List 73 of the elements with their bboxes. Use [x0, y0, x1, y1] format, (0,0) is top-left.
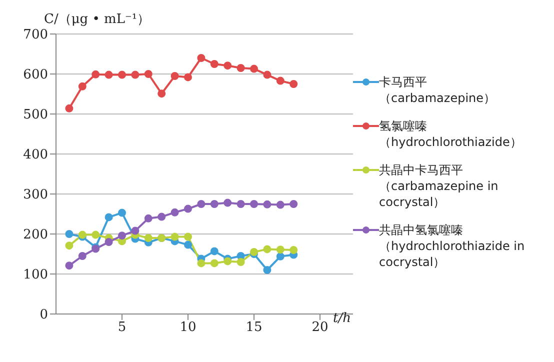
- point: [144, 234, 152, 242]
- point: [236, 200, 245, 208]
- point: [276, 246, 284, 254]
- x-tick-label: 5: [118, 320, 126, 336]
- point: [170, 208, 179, 216]
- point: [104, 213, 113, 222]
- y-tick-label: 300: [23, 188, 48, 203]
- point: [158, 212, 166, 221]
- legend-label: 共晶中氢氯噻嗪（hydrochlorothiazide in cocrystal）: [379, 222, 526, 270]
- x-tick-label: 10: [180, 320, 196, 336]
- x-tick-label: 20: [312, 320, 328, 336]
- legend-label: 氢氯噻嗪（hydrochlorothiazide）: [379, 118, 523, 150]
- point: [158, 90, 166, 98]
- point: [144, 214, 152, 222]
- y-tick-label: 700: [23, 28, 48, 43]
- point: [290, 80, 298, 88]
- x-axis-title: t/h: [333, 311, 351, 326]
- point: [276, 200, 284, 209]
- point: [290, 200, 298, 208]
- point: [197, 259, 206, 268]
- point: [210, 200, 218, 208]
- y-tick-label: 200: [23, 228, 48, 243]
- point: [118, 232, 126, 240]
- point: [104, 70, 113, 79]
- point: [224, 257, 232, 266]
- point: [210, 60, 218, 68]
- point: [78, 252, 86, 260]
- point: [263, 200, 272, 208]
- point: [276, 76, 284, 85]
- point: [224, 198, 232, 207]
- point: [236, 258, 245, 266]
- point: [236, 64, 245, 72]
- point: [197, 54, 206, 62]
- point: [184, 204, 192, 213]
- point: [290, 246, 298, 254]
- point: [250, 64, 258, 73]
- point: [118, 208, 126, 217]
- y-tick-label: 0: [40, 308, 48, 323]
- legend-label: 共晶中卡马西平（carbamazepine in cocrystal）: [379, 162, 500, 210]
- point: [184, 232, 192, 241]
- y-tick-label: 400: [23, 148, 48, 163]
- point: [224, 62, 232, 70]
- point: [118, 70, 126, 79]
- point: [263, 70, 272, 79]
- point: [184, 240, 192, 249]
- y-tick-label: 600: [23, 68, 48, 83]
- point: [184, 73, 192, 82]
- point: [92, 70, 100, 78]
- point: [144, 70, 152, 78]
- point: [65, 262, 74, 270]
- x-tick-label: 15: [246, 320, 262, 336]
- point: [276, 252, 284, 260]
- y-axis-title: C/（μg • mL⁻¹）: [44, 11, 150, 28]
- point: [65, 242, 74, 250]
- point: [210, 259, 218, 268]
- point: [263, 245, 272, 254]
- point: [170, 232, 179, 241]
- point: [263, 266, 272, 274]
- point: [250, 200, 258, 208]
- point: [65, 230, 74, 238]
- point: [65, 104, 74, 112]
- point: [197, 200, 206, 208]
- point: [170, 72, 179, 80]
- point: [92, 230, 100, 239]
- point: [210, 247, 218, 256]
- point: [104, 238, 113, 246]
- point: [78, 82, 86, 90]
- y-tick-label: 500: [23, 108, 48, 123]
- y-tick-label: 100: [23, 268, 48, 283]
- point: [131, 226, 140, 235]
- point: [131, 70, 140, 79]
- legend-label: 卡马西平（carbamazepine）: [379, 74, 497, 106]
- point: [236, 252, 245, 260]
